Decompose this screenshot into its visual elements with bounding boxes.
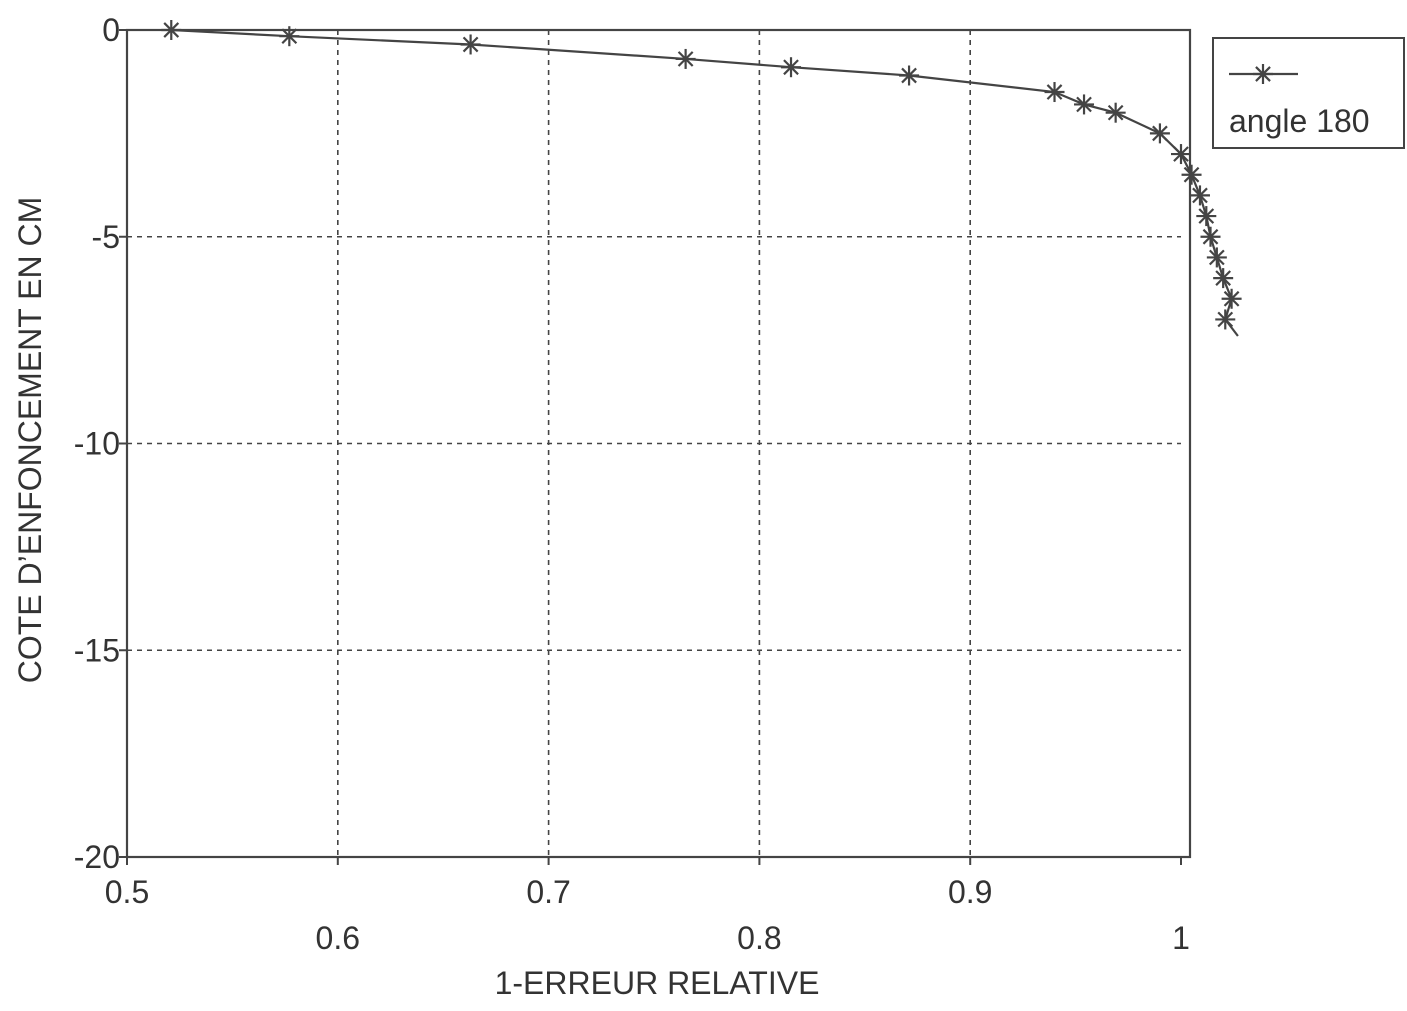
data-point <box>1206 247 1227 268</box>
data-point <box>1149 123 1170 144</box>
data-point <box>1074 94 1095 115</box>
y-tick-label: -20 <box>74 839 120 875</box>
data-point <box>1181 164 1202 185</box>
data-point <box>1189 185 1210 206</box>
y-tick-label: -5 <box>92 219 120 255</box>
legend: angle 180 <box>1212 37 1405 149</box>
data-point <box>1171 144 1191 165</box>
x-tick-label: 0.8 <box>737 920 781 956</box>
data-point <box>899 65 920 86</box>
x-axis-ticks: 0.5 0.6 0.7 0.8 0.9 1 <box>105 857 1190 956</box>
data-point <box>1221 288 1242 309</box>
data-point <box>675 48 696 69</box>
data-point <box>1213 268 1234 289</box>
data-point <box>781 57 802 78</box>
series <box>161 20 1242 337</box>
x-tick-label: 0.9 <box>948 874 992 910</box>
data-point <box>1215 309 1236 330</box>
data-point <box>1196 206 1217 227</box>
data-point <box>161 20 182 40</box>
x-tick-label: 0.5 <box>105 874 149 910</box>
data-point <box>1200 226 1221 247</box>
y-tick-label: -15 <box>74 632 120 668</box>
x-axis-title: 1-ERREUR RELATIVE <box>495 965 820 1001</box>
x-tick-label: 1 <box>1172 920 1190 956</box>
data-point <box>279 26 300 47</box>
x-tick-label: 0.7 <box>526 874 570 910</box>
x-tick-label: 0.6 <box>316 920 360 956</box>
legend-label: angle 180 <box>1229 103 1370 139</box>
data-point <box>460 34 481 55</box>
legend-marker <box>1253 64 1273 84</box>
y-axis-ticks: 0 -5 -10 -15 -20 <box>74 12 127 875</box>
y-tick-label: 0 <box>102 12 120 48</box>
data-point <box>1044 82 1065 103</box>
y-tick-label: -10 <box>74 426 120 462</box>
legend-box <box>1212 37 1405 149</box>
series-line <box>171 28 1239 337</box>
grid <box>127 30 1181 857</box>
data-point <box>1105 102 1126 123</box>
y-axis-title: COTE D’ENFONCEMENT EN CM <box>12 197 48 684</box>
